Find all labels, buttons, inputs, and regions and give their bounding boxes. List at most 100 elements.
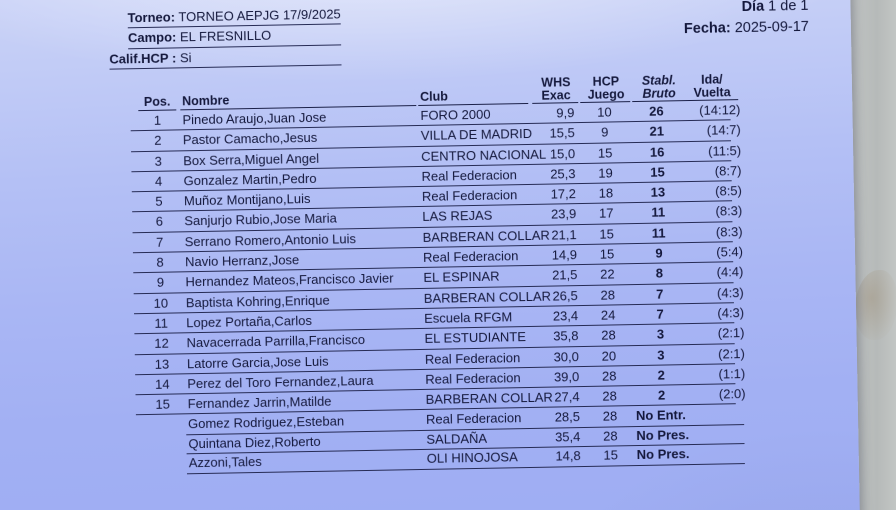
cell-stabl-bruto: 16 (649, 144, 665, 160)
cell-player-name: Fernandez Jarrin,Matilde (187, 393, 332, 412)
cell-ida-vuelta: (1:1) (718, 365, 746, 382)
cell-ida-vuelta: (8:7) (714, 162, 742, 179)
cell-position: 4 (154, 173, 163, 189)
cell-position: 3 (154, 153, 162, 169)
background-stain (855, 270, 896, 340)
date-meta-block: Día 1 de 1 Fecha: 2025-09-17 (648, 0, 809, 41)
cell-player-name: Hernandez Mateos,Francisco Javier (185, 270, 394, 290)
cell-position: 10 (153, 295, 169, 311)
cell-stabl-bruto: 15 (650, 164, 665, 180)
cell-hcp-juego: 28 (602, 428, 618, 444)
cell-ida-vuelta: (2:1) (717, 325, 745, 341)
cell-hcp-juego: 28 (601, 327, 616, 343)
cell-ida-vuelta: (14:12) (699, 102, 741, 118)
cell-club: VILLA DE MADRID (420, 126, 533, 144)
tournament-meta-block: Torneo: TORNEO AEPJG 17/9/2025 Campo: EL… (108, 4, 342, 70)
cell-ida-vuelta: (8:3) (715, 223, 743, 240)
cell-hcp-juego: 15 (599, 226, 615, 242)
cell-player-name: Serrano Romero,Antonio Luis (184, 230, 357, 250)
cell-position: 6 (155, 214, 164, 230)
cell-hcp-juego: 15 (597, 145, 613, 161)
cell-hcp-juego: 19 (598, 165, 613, 181)
cell-stabl-bruto: 7 (656, 306, 664, 322)
cell-club: Real Federacion (425, 370, 521, 387)
cell-whs-exac: 27,4 (554, 389, 580, 405)
cell-whs-exac: 15,5 (549, 125, 575, 141)
cell-position: 8 (156, 254, 164, 270)
column-header-whs-exac-line1: WHS (541, 75, 571, 90)
day-label: Día (741, 0, 765, 16)
column-header-stabl-bruto: Stabl. Bruto (634, 73, 684, 100)
cell-club: Real Federacion (424, 349, 521, 367)
cell-position: 9 (156, 275, 165, 291)
cell-player-name: Pinedo Araujo,Juan Jose (182, 109, 327, 128)
cell-player-name: Muñoz Montijano,Luis (183, 191, 311, 209)
cell-stabl-bruto: 11 (651, 204, 666, 221)
cell-whs-exac: 25,3 (550, 166, 576, 182)
results-table: Pos. Nombre Club WHS Exac HCP Juego Stab… (130, 70, 746, 475)
cell-ida-vuelta: (8:3) (715, 203, 743, 220)
date-row: Fecha: 2025-09-17 (649, 17, 809, 41)
cell-club: EL ESTUDIANTE (424, 329, 527, 347)
cell-player-name: Perez del Toro Fernandez,Laura (187, 372, 374, 392)
column-header-whs-exac-line2: Exac (541, 87, 571, 103)
cell-player-name: Sanjurjo Rubio,Jose Maria (184, 210, 337, 229)
cell-position: 13 (154, 356, 170, 372)
cell-stabl-bruto: 21 (649, 123, 665, 140)
cell-hcp-juego: 22 (600, 266, 615, 283)
cell-stabl-bruto: No Pres. (636, 446, 690, 463)
cell-ida-vuelta: (8:5) (715, 183, 743, 199)
cell-hcp-juego: 17 (598, 205, 614, 222)
cell-stabl-bruto: 7 (655, 286, 664, 302)
cell-whs-exac: 15,0 (549, 145, 576, 162)
column-header-ida-vuelta: Ida/ Vuelta (686, 72, 738, 100)
column-header-hcp-juego: HCP Juego (582, 74, 630, 102)
cell-club: BARBERAN COLLAR (425, 389, 553, 408)
cell-club: CENTRO NACIONAL (421, 146, 547, 164)
column-header-hcp-juego-line2: Juego (587, 86, 625, 102)
cell-club: Real Federacion (425, 410, 522, 428)
cell-ida-vuelta: (14:7) (706, 122, 741, 139)
day-value: 1 de 1 (768, 0, 809, 15)
course-label: Campo: (127, 29, 177, 46)
cell-position (145, 455, 183, 456)
cell-player-name: Gonzalez Martin,Pedro (183, 170, 317, 189)
cell-whs-exac: 35,8 (553, 328, 579, 344)
cell-stabl-bruto: 3 (657, 347, 665, 363)
cell-player-name: Baptista Kohring,Enrique (185, 292, 330, 310)
column-header-whs-exac: WHS Exac (534, 75, 578, 103)
cell-whs-exac: 14,8 (555, 448, 581, 464)
tournament-label: Torneo: (127, 9, 176, 26)
cell-position: 1 (153, 112, 162, 128)
paper-sheet: SCRATCH Torneo: TORNEO AEPJG 17/9/2025 C… (0, 0, 861, 510)
cell-club: Escuela RFGM (424, 309, 513, 326)
cell-ida-vuelta: (4:3) (717, 305, 745, 321)
cell-stabl-bruto: No Entr. (635, 407, 686, 424)
tournament-value: TORNEO AEPJG 17/9/2025 (178, 6, 341, 25)
column-header-ida-vuelta-line2: Vuelta (693, 84, 731, 100)
cell-whs-exac: 23,4 (552, 308, 579, 324)
cell-hcp-juego: 28 (600, 287, 616, 303)
cell-position: 11 (154, 315, 169, 331)
cell-player-name: Pastor Camacho,Jesus (182, 130, 318, 148)
column-header-club: Club (419, 89, 449, 104)
cell-position: 12 (154, 335, 169, 352)
cell-stabl-bruto: 8 (655, 265, 664, 282)
cell-player-name: Navio Herranz,Jose (184, 252, 300, 270)
cell-ida-vuelta: (2:0) (718, 386, 746, 402)
cell-position: 14 (154, 376, 170, 392)
cell-stabl-bruto: 11 (651, 225, 666, 241)
cell-hcp-juego: 20 (601, 347, 617, 364)
cell-ida-vuelta (688, 406, 746, 407)
cell-ida-vuelta (688, 426, 746, 427)
column-header-stabl-bruto-line1: Stabl. (641, 73, 676, 88)
cell-ida-vuelta (689, 445, 747, 446)
cell-hcp-juego: 24 (600, 307, 616, 323)
cell-ida-vuelta: (2:1) (717, 345, 745, 362)
cell-club: EL ESPINAR (423, 268, 500, 286)
cell-position: 7 (155, 234, 164, 250)
cell-whs-exac: 21,1 (551, 226, 577, 243)
cell-stabl-bruto: 9 (655, 245, 663, 261)
cell-hcp-juego: 10 (597, 104, 612, 120)
